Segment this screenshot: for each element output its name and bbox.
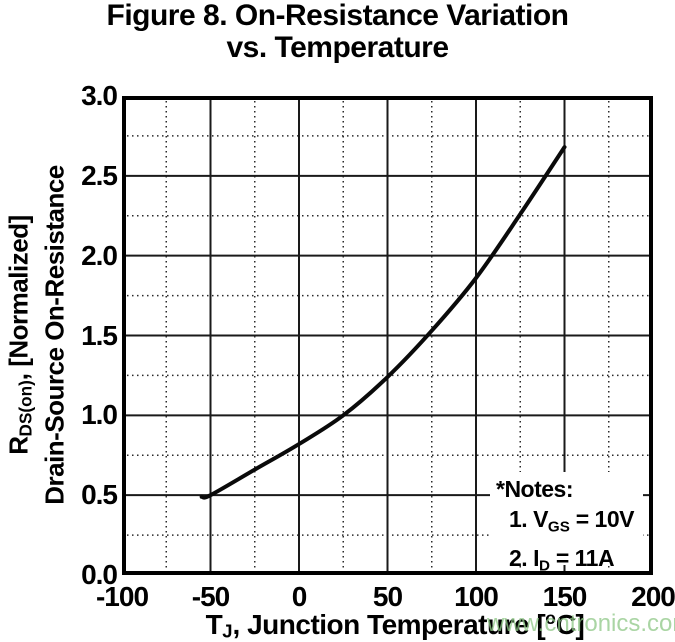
y-tick-label: 2.0 bbox=[81, 239, 118, 271]
note1-subscript: GS bbox=[547, 518, 570, 536]
figure-title: Figure 8. On-Resistance Variation vs. Te… bbox=[0, 0, 675, 64]
y-tick-label: 1.5 bbox=[81, 319, 118, 351]
x-tick-label: 50 bbox=[372, 581, 403, 612]
y-axis-title-line1: RDS(on), [Normalized] bbox=[3, 215, 36, 455]
x-tick-label: 150 bbox=[542, 581, 588, 612]
x-axis-title: TJ, Junction Temperature [oC] bbox=[205, 608, 585, 642]
note-item-1: 1. VGS = 10V bbox=[509, 506, 634, 536]
rdson-curve bbox=[199, 145, 567, 500]
x-tick-label: 0 bbox=[291, 581, 308, 612]
x-axis-subscript: J bbox=[222, 620, 233, 642]
x-tick-label: -50 bbox=[191, 581, 230, 612]
plot-frame bbox=[122, 96, 653, 575]
x-tick-label: 100 bbox=[454, 581, 499, 612]
watermark-text: www.cntronics.com bbox=[487, 610, 675, 637]
degree-superscript: o bbox=[545, 608, 556, 628]
y-tick-label: 2.5 bbox=[81, 159, 118, 191]
note-item-2: 2. ID = 11A bbox=[509, 544, 615, 575]
plot-area: *Notes: 1. VGS = 10V 2. ID = 11A bbox=[122, 96, 653, 575]
figure-title-line1: Figure 8. On-Resistance Variation bbox=[106, 0, 569, 32]
notes-header: *Notes: bbox=[496, 476, 574, 502]
y-tick-label: 1.0 bbox=[81, 399, 118, 431]
figure-title-line2: vs. Temperature bbox=[226, 31, 449, 64]
notes-box: *Notes: 1. VGS = 10V 2. ID = 11A bbox=[490, 472, 643, 574]
x-tick-label: -100 bbox=[95, 581, 149, 612]
x-tick-label: 200 bbox=[631, 581, 675, 612]
y-axis-subscript: DS(on) bbox=[15, 380, 36, 437]
note2-subscript: D bbox=[538, 557, 550, 574]
y-tick-label: 0.0 bbox=[81, 559, 118, 590]
y-tick-label: 3.0 bbox=[81, 80, 118, 111]
y-tick-label: 0.5 bbox=[81, 479, 118, 511]
